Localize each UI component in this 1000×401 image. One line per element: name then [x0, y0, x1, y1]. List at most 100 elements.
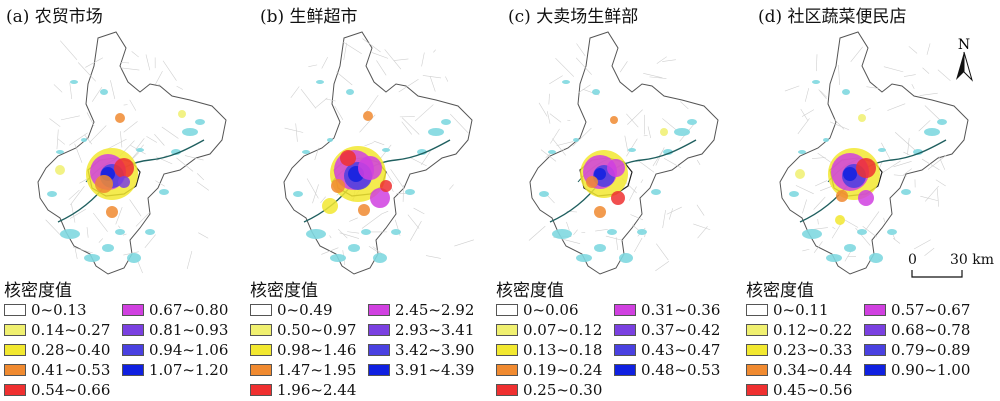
legend-column-left: 0~0.06 0.07~0.12 0.13~0.18 0.19~0.24 0.2…	[496, 300, 602, 400]
legend-label: 0.31~0.36	[641, 301, 721, 319]
scale-bar: 0 30 km	[906, 252, 996, 282]
legend-item: 0.48~0.53	[614, 360, 720, 380]
legend-label: 2.45~2.92	[395, 301, 475, 319]
legend-label: 0.34~0.44	[773, 361, 853, 379]
legend-swatch	[496, 324, 518, 336]
legend-label: 0.23~0.33	[773, 341, 853, 359]
legend-label: 0.90~1.00	[891, 361, 971, 379]
legend-swatch	[368, 344, 390, 356]
legend-swatch	[122, 304, 144, 316]
legend-item: 0.54~0.66	[4, 380, 110, 400]
legend-label: 0.79~0.89	[891, 341, 971, 359]
legend-item: 0~0.06	[496, 300, 602, 320]
legend-label: 0.81~0.93	[149, 321, 229, 339]
legend-title: 核密度值	[496, 281, 564, 301]
legend-swatch	[4, 304, 26, 316]
legend-label: 0.19~0.24	[523, 361, 603, 379]
legend-swatch	[864, 304, 886, 316]
panel-a: (a) 农贸市场 核密度值 0~0.13 0.14~0.27 0.28~0.40…	[0, 0, 250, 401]
legend-label: 0.48~0.53	[641, 361, 721, 379]
legend-item: 0~0.13	[4, 300, 110, 320]
panel-title: (b) 生鲜超市	[260, 7, 358, 27]
legend-title: 核密度值	[4, 281, 72, 301]
legend-swatch	[496, 364, 518, 376]
legend-item: 0.90~1.00	[864, 360, 970, 380]
legend-label: 0~0.06	[523, 301, 579, 319]
legend-item: 1.47~1.95	[250, 360, 356, 380]
legend-label: 0.13~0.18	[523, 341, 603, 359]
legend-swatch	[746, 384, 768, 396]
legend-label: 0.41~0.53	[31, 361, 111, 379]
panel-c: (c) 大卖场生鲜部 核密度值 0~0.06 0.07~0.12 0.13~0.…	[492, 0, 742, 401]
legend-label: 0.12~0.22	[773, 321, 853, 339]
legend-label: 0.45~0.56	[773, 381, 853, 399]
legend-swatch	[250, 344, 272, 356]
legend-label: 1.96~2.44	[277, 381, 357, 399]
legend-item: 0.25~0.30	[496, 380, 602, 400]
legend-label: 0.94~1.06	[149, 341, 229, 359]
legend-item: 0.67~0.80	[122, 300, 228, 320]
panel-title: (d) 社区蔬菜便民店	[758, 7, 907, 27]
legend-label: 2.93~3.41	[395, 321, 475, 339]
legend-swatch	[496, 304, 518, 316]
legend-swatch	[746, 324, 768, 336]
legend-label: 0.07~0.12	[523, 321, 603, 339]
legend-swatch	[4, 344, 26, 356]
legend-label: 1.47~1.95	[277, 361, 357, 379]
legend-item: 0.28~0.40	[4, 340, 110, 360]
legend-item: 0.81~0.93	[122, 320, 228, 340]
legend-column-left: 0~0.13 0.14~0.27 0.28~0.40 0.41~0.53 0.5…	[4, 300, 110, 400]
legend-column-left: 0~0.11 0.12~0.22 0.23~0.33 0.34~0.44 0.4…	[746, 300, 852, 400]
legend-swatch	[614, 304, 636, 316]
legend-swatch	[4, 384, 26, 396]
legend-swatch	[496, 384, 518, 396]
legend-label: 3.42~3.90	[395, 341, 475, 359]
legend-item: 1.07~1.20	[122, 360, 228, 380]
legend-swatch	[250, 304, 272, 316]
legend-label: 0.98~1.46	[277, 341, 357, 359]
legend-column-right: 2.45~2.92 2.93~3.41 3.42~3.90 3.91~4.39	[368, 300, 474, 380]
scale-end-label: 30 km	[950, 252, 995, 268]
legend-label: 0~0.11	[773, 301, 829, 319]
legend-item: 3.91~4.39	[368, 360, 474, 380]
legend-item: 0.50~0.97	[250, 320, 356, 340]
legend-swatch	[614, 324, 636, 336]
legend-item: 2.45~2.92	[368, 300, 474, 320]
legend-column-right: 0.67~0.80 0.81~0.93 0.94~1.06 1.07~1.20	[122, 300, 228, 380]
legend-item: 0.79~0.89	[864, 340, 970, 360]
panel-title: (c) 大卖场生鲜部	[508, 7, 639, 27]
legend-label: 0.43~0.47	[641, 341, 721, 359]
legend-item: 0.07~0.12	[496, 320, 602, 340]
legend-label: 0.50~0.97	[277, 321, 357, 339]
legend-swatch	[864, 324, 886, 336]
legend-item: 1.96~2.44	[250, 380, 356, 400]
legend-swatch	[746, 364, 768, 376]
legend-label: 3.91~4.39	[395, 361, 475, 379]
legend-swatch	[250, 324, 272, 336]
legend-column-right: 0.31~0.36 0.37~0.42 0.43~0.47 0.48~0.53	[614, 300, 720, 380]
north-label: N	[958, 37, 970, 53]
legend-item: 0.94~1.06	[122, 340, 228, 360]
legend-item: 3.42~3.90	[368, 340, 474, 360]
north-arrow-icon: N	[956, 37, 974, 82]
legend-label: 0~0.49	[277, 301, 333, 319]
legend-title: 核密度值	[250, 281, 318, 301]
legend-swatch	[614, 364, 636, 376]
legend-swatch	[250, 384, 272, 396]
legend-column-left: 0~0.49 0.50~0.97 0.98~1.46 1.47~1.95 1.9…	[250, 300, 356, 400]
legend-swatch	[250, 364, 272, 376]
legend-item: 0~0.49	[250, 300, 356, 320]
legend-item: 0.98~1.46	[250, 340, 356, 360]
legend-swatch	[368, 304, 390, 316]
scale-start-label: 0	[908, 252, 917, 268]
legend-label: 0.54~0.66	[31, 381, 111, 399]
legend-label: 0~0.13	[31, 301, 87, 319]
legend-swatch	[122, 324, 144, 336]
panel-title: (a) 农贸市场	[6, 7, 103, 27]
legend-item: 0~0.11	[746, 300, 852, 320]
legend-swatch	[864, 344, 886, 356]
legend-item: 0.14~0.27	[4, 320, 110, 340]
legend-item: 0.12~0.22	[746, 320, 852, 340]
panel-b: (b) 生鲜超市 核密度值 0~0.49 0.50~0.97 0.98~1.46…	[246, 0, 496, 401]
legend-swatch	[614, 344, 636, 356]
